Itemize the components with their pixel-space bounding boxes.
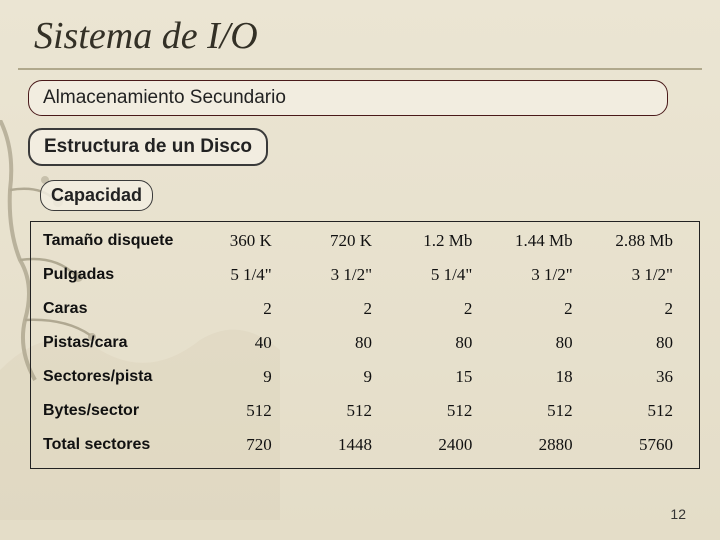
cell-value: 18 bbox=[490, 360, 590, 394]
table-row: Pistas/cara4080808080 bbox=[39, 326, 691, 360]
cell-value: 512 bbox=[290, 394, 390, 428]
cell-value: 512 bbox=[591, 394, 691, 428]
cell-value: 80 bbox=[390, 326, 490, 360]
cell-value: 720 bbox=[189, 428, 289, 462]
cell-value: 2 bbox=[290, 292, 390, 326]
cell-value: 2.88 Mb bbox=[591, 224, 691, 258]
cell-value: 2 bbox=[390, 292, 490, 326]
cell-value: 9 bbox=[189, 360, 289, 394]
cell-value: 512 bbox=[490, 394, 590, 428]
cell-value: 512 bbox=[189, 394, 289, 428]
capacity-table: Tamaño disquete360 K720 K1.2 Mb1.44 Mb2.… bbox=[39, 224, 691, 462]
table-row: Sectores/pista99151836 bbox=[39, 360, 691, 394]
cell-value: 5760 bbox=[591, 428, 691, 462]
table-row: Total sectores7201448240028805760 bbox=[39, 428, 691, 462]
cell-value: 9 bbox=[290, 360, 390, 394]
capacity-table-container: Tamaño disquete360 K720 K1.2 Mb1.44 Mb2.… bbox=[30, 221, 700, 469]
cell-value: 40 bbox=[189, 326, 289, 360]
cell-value: 15 bbox=[390, 360, 490, 394]
cell-value: 5 1/4" bbox=[390, 258, 490, 292]
section-box: Estructura de un Disco bbox=[28, 128, 268, 166]
cell-value: 80 bbox=[490, 326, 590, 360]
row-label: Pistas/cara bbox=[39, 326, 189, 360]
cell-value: 2 bbox=[189, 292, 289, 326]
table-row: Bytes/sector512512512512512 bbox=[39, 394, 691, 428]
row-label: Sectores/pista bbox=[39, 360, 189, 394]
cell-value: 3 1/2" bbox=[591, 258, 691, 292]
cell-value: 36 bbox=[591, 360, 691, 394]
cell-value: 3 1/2" bbox=[290, 258, 390, 292]
cell-value: 5 1/4" bbox=[189, 258, 289, 292]
table-row: Tamaño disquete360 K720 K1.2 Mb1.44 Mb2.… bbox=[39, 224, 691, 258]
cell-value: 2400 bbox=[390, 428, 490, 462]
row-label: Total sectores bbox=[39, 428, 189, 462]
row-label: Pulgadas bbox=[39, 258, 189, 292]
page-number: 12 bbox=[670, 506, 686, 522]
row-label: Bytes/sector bbox=[39, 394, 189, 428]
cell-value: 1448 bbox=[290, 428, 390, 462]
table-row: Caras22222 bbox=[39, 292, 691, 326]
page-title: Sistema de I/O bbox=[0, 0, 720, 68]
capacity-box: Capacidad bbox=[40, 180, 153, 211]
row-label: Caras bbox=[39, 292, 189, 326]
cell-value: 512 bbox=[390, 394, 490, 428]
subtitle-box: Almacenamiento Secundario bbox=[28, 80, 668, 116]
cell-value: 720 K bbox=[290, 224, 390, 258]
cell-value: 3 1/2" bbox=[490, 258, 590, 292]
cell-value: 80 bbox=[591, 326, 691, 360]
cell-value: 2 bbox=[490, 292, 590, 326]
table-row: Pulgadas5 1/4"3 1/2"5 1/4"3 1/2"3 1/2" bbox=[39, 258, 691, 292]
cell-value: 2 bbox=[591, 292, 691, 326]
cell-value: 1.2 Mb bbox=[390, 224, 490, 258]
cell-value: 80 bbox=[290, 326, 390, 360]
cell-value: 360 K bbox=[189, 224, 289, 258]
row-label: Tamaño disquete bbox=[39, 224, 189, 258]
cell-value: 2880 bbox=[490, 428, 590, 462]
cell-value: 1.44 Mb bbox=[490, 224, 590, 258]
title-underline bbox=[18, 68, 702, 70]
